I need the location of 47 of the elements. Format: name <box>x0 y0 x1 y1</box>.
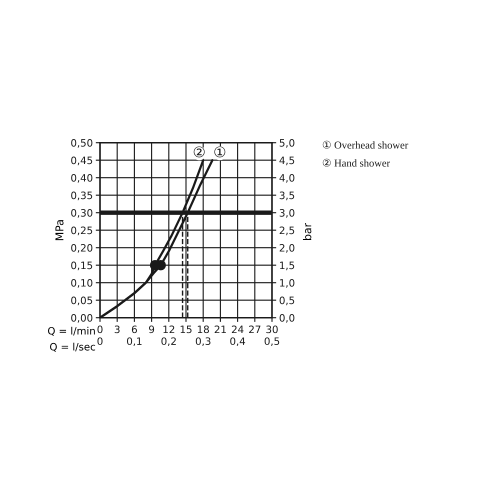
y2-tick-label: 4,5 <box>279 156 294 166</box>
x-tick-label: 3 <box>114 326 120 334</box>
x-tick-label: 27 <box>249 326 260 334</box>
y-tick-label: 0,20 <box>71 244 92 253</box>
x2-tick-label: 0 <box>97 337 103 345</box>
y2-tick-label: 3,0 <box>280 209 294 218</box>
y-tick-label: 0,45 <box>71 156 92 166</box>
annotation: ① <box>214 146 226 158</box>
x2-tick-label: 0,3 <box>196 337 210 346</box>
annotation: ② <box>194 146 205 158</box>
y-tick-label: 0,10 <box>71 279 92 288</box>
y-tick-label: 0,05 <box>71 296 92 306</box>
x2-tick-label: 0,5 <box>264 337 280 346</box>
x2-tick-label: 0,2 <box>161 337 176 346</box>
y-axis-title: MPa <box>55 220 64 240</box>
y-tick-label: 0,00 <box>71 314 92 323</box>
y-tick-label: 0,30 <box>71 209 92 218</box>
x2-tick-label: 0,1 <box>127 337 142 346</box>
y2-tick-label: 5,0 <box>280 139 294 148</box>
text: ① Overhead shower <box>322 140 408 149</box>
y2-tick-label: 0,5 <box>280 296 294 306</box>
text: ② Hand shower <box>322 158 390 167</box>
x-tick-label: 0 <box>97 326 103 334</box>
x2-tick-label: 0,4 <box>230 337 246 346</box>
x-tick-label: 30 <box>266 326 278 334</box>
y-tick-label: 0,25 <box>71 226 92 236</box>
x2-axis-title: Q = l/sec <box>50 342 96 352</box>
x-tick-label: 15 <box>180 326 192 334</box>
x-tick-label: 12 <box>163 326 174 334</box>
x-tick-label: 24 <box>232 326 244 334</box>
y2-tick-label: 2,0 <box>280 244 294 253</box>
x-tick-label: 6 <box>132 326 137 334</box>
x-tick-label: 18 <box>198 326 209 334</box>
y2-tick-label: 3,5 <box>280 192 294 200</box>
y2-tick-label: 1,0 <box>280 279 294 288</box>
y-tick-label: 0,15 <box>71 262 92 270</box>
x-tick-label: 21 <box>214 326 226 334</box>
y-tick-label: 0,35 <box>71 192 92 200</box>
x-tick-label: 9 <box>149 326 154 334</box>
x-axis-title: Q = l/min <box>48 326 95 336</box>
y2-tick-label: 2,5 <box>280 226 294 236</box>
y2-tick-label: 0,0 <box>280 314 294 323</box>
y-tick-label: 0,50 <box>71 139 92 148</box>
y-tick-label: 0,40 <box>71 174 92 183</box>
y2-tick-label: 1,5 <box>280 262 294 270</box>
y2-axis-title: bar <box>302 222 312 240</box>
y2-tick-label: 4,0 <box>279 174 294 183</box>
